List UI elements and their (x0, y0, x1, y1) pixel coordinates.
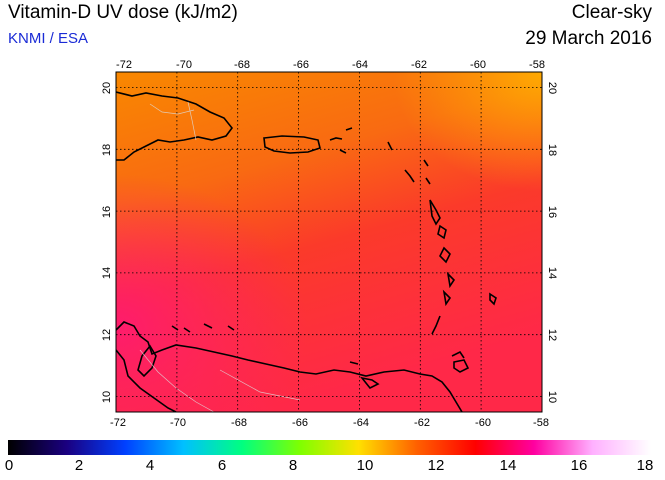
date-label: 29 March 2016 (525, 28, 652, 49)
lat-tick-left: 10 (101, 391, 113, 403)
lon-tick-top: -58 (529, 59, 545, 71)
graticule (116, 72, 542, 412)
lon-tick-bottom: -72 (110, 417, 126, 429)
coastlines (116, 91, 497, 412)
lon-tick-top: -66 (293, 59, 309, 71)
lon-tick-bottom: -62 (414, 417, 430, 429)
map-title: Vitamin-D UV dose (kJ/m2) (8, 2, 238, 23)
lon-ticks-top: -72 -70 -68 -66 -64 -62 -60 -58 (116, 59, 545, 71)
uv-map: -72 -70 -68 -66 -64 -62 -60 -58 -72 -70 … (101, 59, 558, 429)
lon-tick-top: -62 (411, 59, 427, 71)
lat-tick-right: 12 (546, 329, 558, 341)
lat-tick-right: 18 (546, 144, 558, 156)
lat-tick-left: 18 (101, 144, 113, 156)
lat-tick-left: 12 (101, 329, 113, 341)
colorbar-label: 12 (427, 457, 445, 474)
lat-tick-right: 10 (546, 391, 558, 403)
colorbar-label: 0 (4, 457, 14, 474)
lon-tick-top: -70 (176, 59, 192, 71)
lat-tick-right: 14 (546, 267, 558, 279)
credit-label: KNMI / ESA (8, 30, 89, 47)
lat-ticks-right: 20 18 16 14 12 10 (546, 82, 558, 403)
lat-tick-left: 16 (101, 206, 113, 218)
colorbar-label: 8 (288, 457, 298, 474)
colorbar-label: 16 (570, 457, 588, 474)
lat-tick-right: 16 (546, 206, 558, 218)
lon-tick-top: -68 (234, 59, 250, 71)
mode-label: Clear-sky (571, 2, 652, 23)
colorbar-label: 14 (499, 457, 517, 474)
colorbar-label: 10 (356, 457, 374, 474)
lat-tick-right: 20 (546, 82, 558, 94)
lon-tick-bottom: -66 (292, 417, 308, 429)
colorbar-label: 4 (145, 457, 155, 474)
lon-tick-bottom: -64 (353, 417, 369, 429)
lon-tick-top: -72 (116, 59, 132, 71)
lon-tick-bottom: -70 (170, 417, 186, 429)
map-frame (115, 71, 543, 413)
lon-tick-top: -60 (470, 59, 486, 71)
lon-tick-top: -64 (352, 59, 368, 71)
colorbar-label: 2 (74, 457, 84, 474)
lon-ticks-bottom: -72 -70 -68 -66 -64 -62 -60 -58 (110, 417, 549, 429)
lon-tick-bottom: -68 (231, 417, 247, 429)
colorbar (8, 440, 651, 455)
lat-tick-left: 20 (101, 82, 113, 94)
lat-ticks-left: 20 18 16 14 12 10 (101, 82, 113, 403)
colorbar-label: 18 (636, 457, 654, 474)
lon-tick-bottom: -60 (475, 417, 491, 429)
borders (139, 101, 301, 412)
lat-tick-left: 14 (101, 267, 113, 279)
lon-tick-bottom: -58 (533, 417, 549, 429)
colorbar-label: 6 (217, 457, 227, 474)
